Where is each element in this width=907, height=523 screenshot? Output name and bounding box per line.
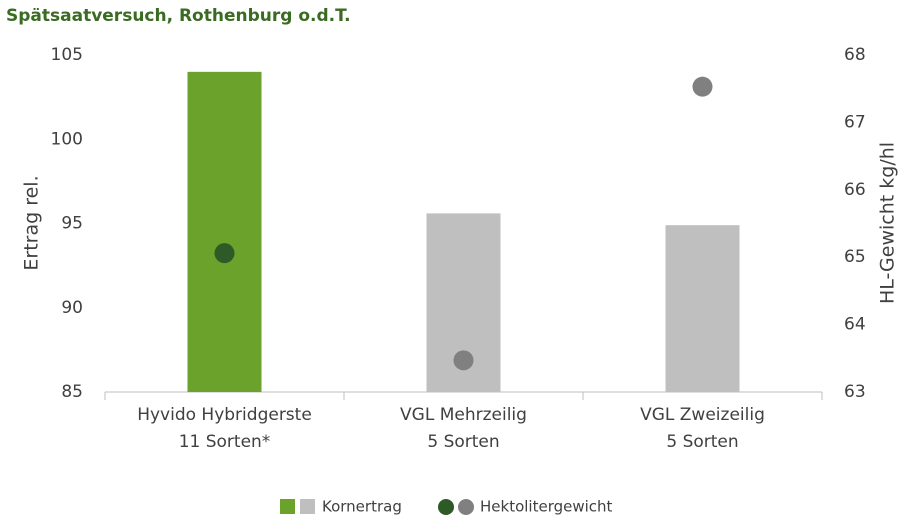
y2-tick-label: 66 [844, 180, 866, 200]
legend-swatch [300, 499, 315, 514]
y-axis-title: Ertrag rel. [21, 175, 43, 270]
y-tick-label: 90 [61, 298, 83, 318]
y2-tick-label: 68 [844, 45, 866, 65]
y2-axis-title: HL-Gewicht kg/hl [877, 142, 899, 304]
x-tick-label: 5 Sorten [666, 432, 738, 452]
legend-swatch [280, 499, 295, 514]
legend-swatch [438, 499, 454, 515]
y2-tick-label: 63 [844, 382, 866, 402]
y-tick-label: 85 [61, 382, 83, 402]
y2-tick-label: 67 [844, 112, 866, 132]
y-tick-label: 100 [51, 129, 83, 149]
y-tick-label: 95 [61, 214, 83, 234]
point [692, 76, 713, 97]
legend-swatch [458, 499, 474, 515]
bar [187, 71, 262, 392]
x-tick-label: 5 Sorten [427, 432, 499, 452]
point [214, 243, 235, 264]
legend-label: Kornertrag [322, 498, 402, 516]
chart-title: Spätsaatversuch, Rothenburg o.d.T. [6, 6, 351, 26]
x-tick-label: VGL Zweizeilig [640, 405, 765, 425]
legend-label: Hektolitergewicht [480, 498, 613, 516]
x-tick-label: VGL Mehrzeilig [400, 405, 527, 425]
y2-tick-label: 64 [844, 315, 866, 335]
bar [665, 225, 740, 392]
y2-tick-label: 65 [844, 247, 866, 267]
point [453, 350, 474, 371]
x-tick-label: Hyvido Hybridgerste [137, 405, 312, 425]
x-tick-label: 11 Sorten* [179, 432, 271, 452]
y-tick-label: 105 [51, 45, 83, 65]
